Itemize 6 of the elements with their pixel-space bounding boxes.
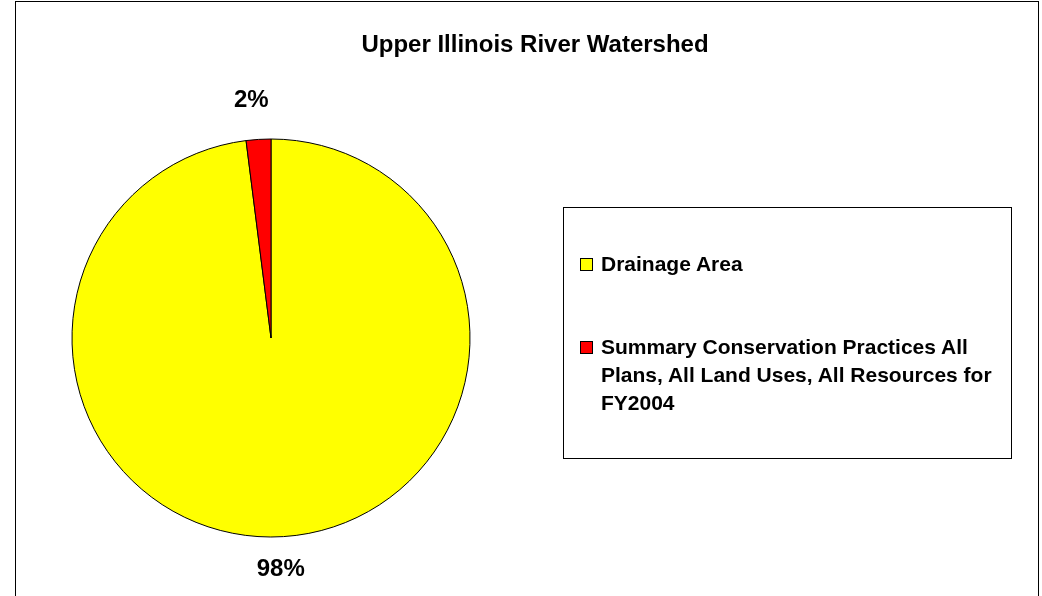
legend-label: Summary Conservation Practices All Plans, All Land Uses, All Resources for FY2004 bbox=[601, 333, 993, 416]
legend-label: Drainage Area bbox=[601, 250, 743, 277]
chart-title: Upper Illinois River Watershed bbox=[360, 30, 710, 58]
data-label: 2% bbox=[233, 84, 269, 112]
pie-slice bbox=[71, 138, 471, 538]
data-label: 98% bbox=[256, 554, 305, 582]
